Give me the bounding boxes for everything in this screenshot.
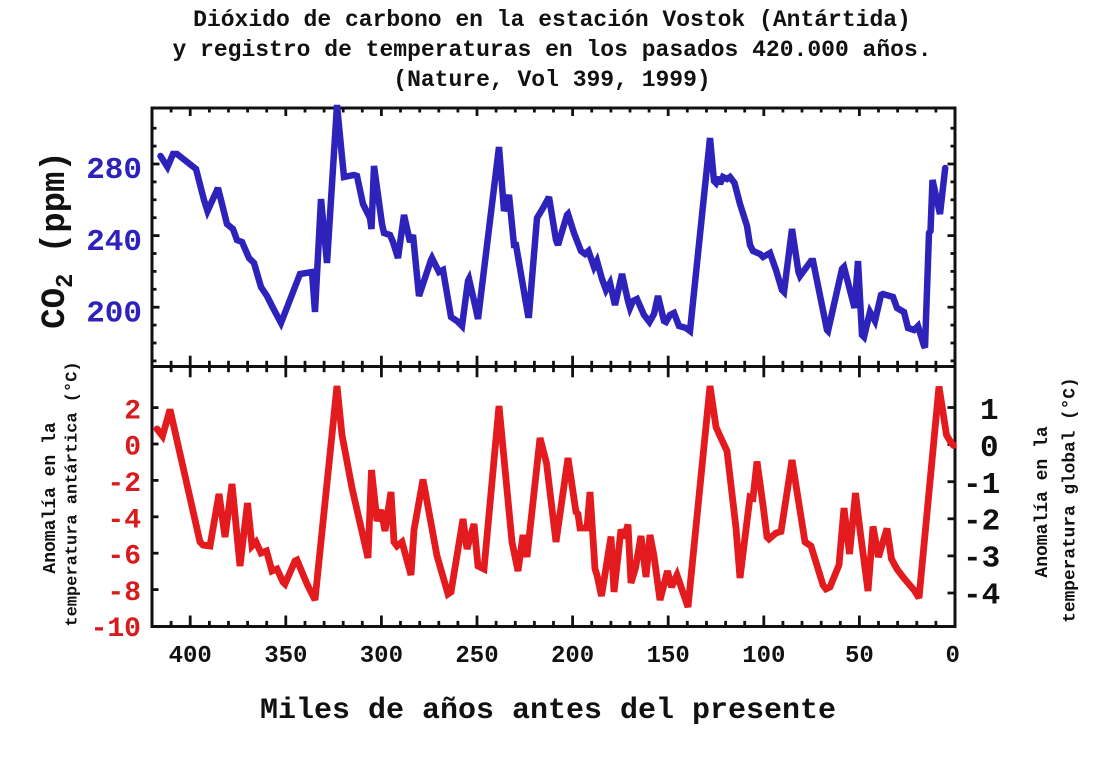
- svg-text:200: 200: [551, 643, 594, 670]
- svg-text:-10: -10: [91, 614, 141, 645]
- svg-text:-8: -8: [107, 578, 141, 609]
- svg-text:400: 400: [169, 643, 212, 670]
- svg-text:240: 240: [86, 225, 142, 260]
- svg-text:280: 280: [86, 153, 142, 188]
- svg-text:Miles de años antes del presen: Miles de años antes del presente: [260, 694, 836, 728]
- svg-text:300: 300: [360, 643, 403, 670]
- svg-text:100: 100: [742, 643, 785, 670]
- svg-text:200: 200: [86, 297, 142, 332]
- svg-text:-1: -1: [963, 468, 1000, 503]
- svg-text:Anomalía en la: Anomalía en la: [1033, 426, 1053, 577]
- svg-text:temperatura antártica (°C): temperatura antártica (°C): [64, 361, 83, 626]
- svg-text:1: 1: [980, 394, 999, 429]
- svg-text:-4: -4: [107, 505, 141, 536]
- svg-text:-3: -3: [963, 542, 1000, 577]
- svg-text:-2: -2: [107, 469, 141, 500]
- svg-text:0: 0: [124, 433, 141, 464]
- svg-text:y registro de temperaturas en: y registro de temperaturas en los pasado…: [172, 37, 931, 63]
- svg-text:250: 250: [455, 643, 498, 670]
- svg-text:temperatura global (°C): temperatura global (°C): [1061, 377, 1081, 622]
- svg-text:-2: -2: [963, 505, 1000, 540]
- svg-text:2: 2: [124, 396, 141, 427]
- svg-text:-6: -6: [107, 542, 141, 573]
- svg-text:CO2 (ppm): CO2 (ppm): [37, 151, 80, 329]
- svg-text:(Nature, Vol 399, 1999): (Nature, Vol 399, 1999): [393, 67, 710, 93]
- svg-text:-4: -4: [963, 579, 1000, 614]
- svg-text:Dióxido de carbono en la estac: Dióxido de carbono en la estación Vostok…: [193, 7, 911, 33]
- svg-text:Anomalía en la: Anomalía en la: [41, 422, 61, 573]
- svg-text:350: 350: [264, 643, 307, 670]
- svg-text:150: 150: [647, 643, 690, 670]
- svg-text:0: 0: [980, 431, 999, 466]
- svg-text:50: 50: [845, 643, 874, 670]
- svg-text:0: 0: [945, 643, 959, 670]
